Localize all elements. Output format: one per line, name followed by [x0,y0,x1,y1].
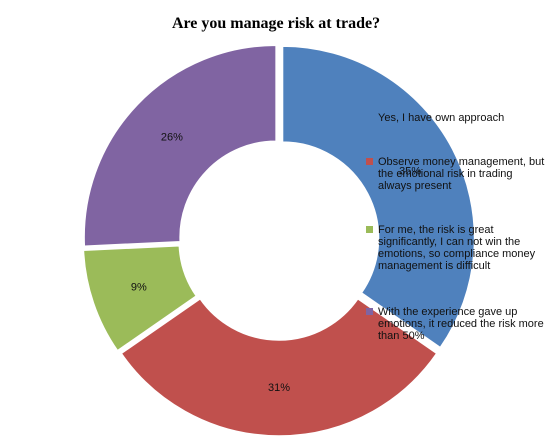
legend-item: With the experience gave up emotions, it… [366,306,548,342]
value-label: 35% [399,165,421,177]
legend-item: Observe money management, but the emotio… [366,156,548,192]
value-label: 9% [131,281,147,293]
legend-item: Yes, I have own approach [366,112,504,124]
legend-swatch [366,308,373,315]
donut-segment [120,297,438,437]
donut-segment [83,44,277,247]
legend-swatch [366,158,373,165]
value-label: 31% [268,382,290,394]
donut-segment [281,45,476,349]
legend-item: For me, the risk is great significantly,… [366,224,548,272]
chart-title: Are you manage risk at trade? [172,15,380,32]
legend-label: With the experience gave up emotions, it… [378,306,544,342]
value-label: 26% [161,132,183,144]
donut-segment [82,244,198,352]
legend-label: Yes, I have own approach [378,112,505,124]
legend-swatch [366,226,373,233]
legend-label: Observe money management, but the emotio… [378,156,545,192]
legend-swatch [366,114,373,121]
legend-label: For me, the risk is great significantly,… [378,224,536,272]
